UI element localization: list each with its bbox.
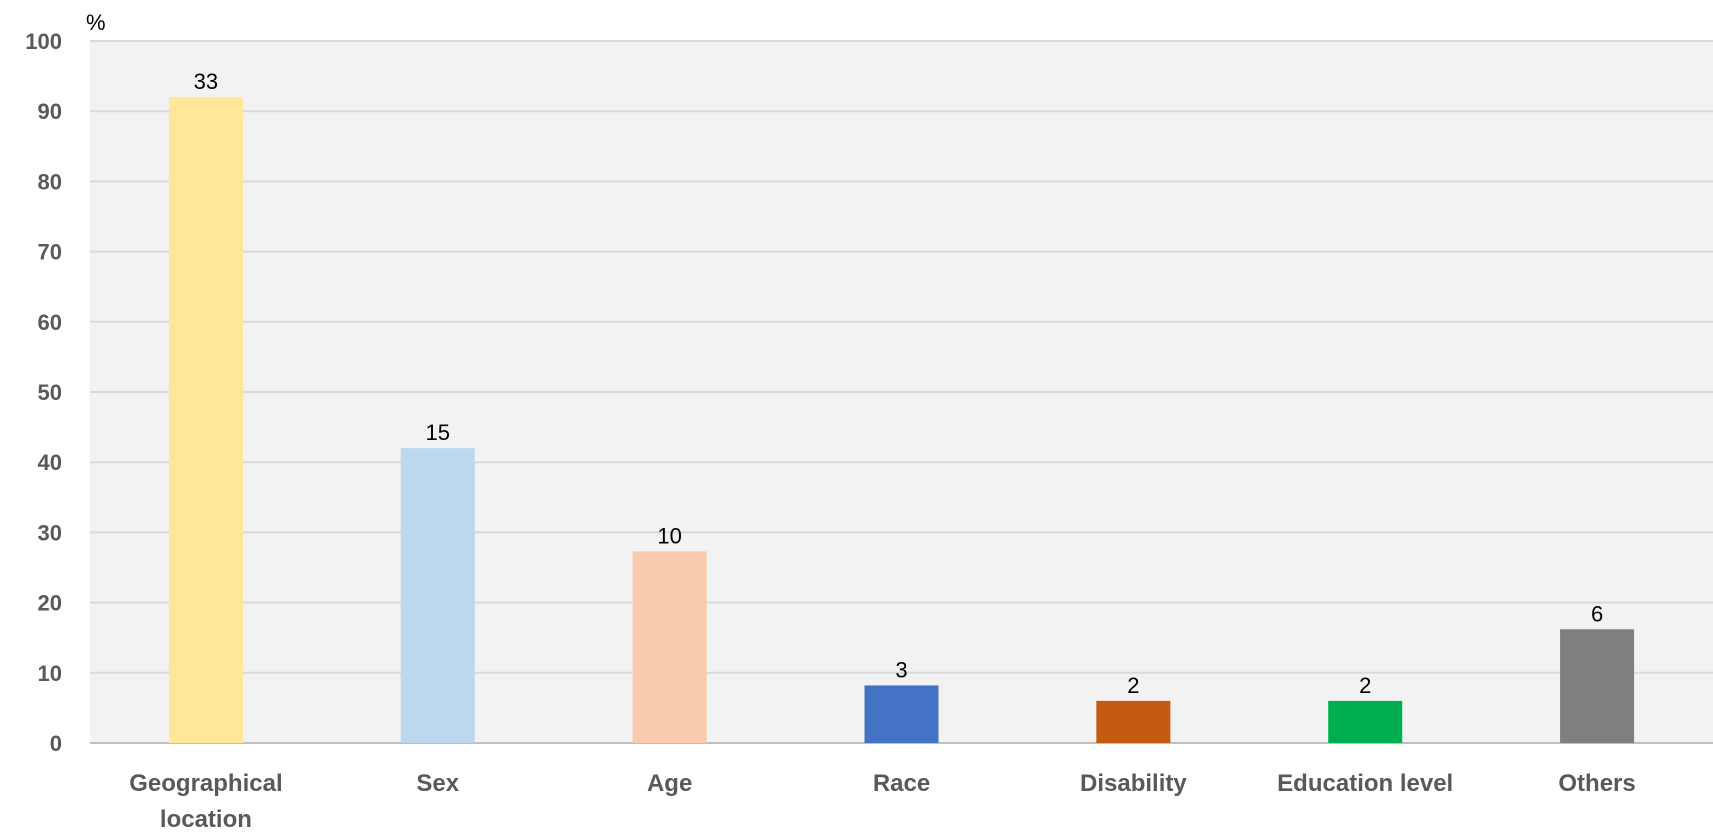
bar bbox=[1560, 629, 1635, 743]
data-label: 15 bbox=[426, 420, 450, 445]
x-category-label: Education level bbox=[1277, 770, 1453, 797]
y-tick-label: 10 bbox=[38, 661, 62, 686]
y-tick-label: 70 bbox=[38, 240, 62, 265]
y-tick-label: 80 bbox=[38, 169, 62, 194]
x-category-label: Race bbox=[873, 770, 930, 797]
x-axis-labels: Geographical location Sex Age Race Disability… bbox=[129, 770, 1636, 833]
x-category-label: Disability bbox=[1080, 770, 1187, 797]
x-category-label: Age bbox=[647, 770, 692, 797]
y-tick-label: 30 bbox=[38, 520, 62, 545]
y-tick-label: 100 bbox=[25, 29, 62, 54]
y-axis-ticks: 0 10 20 30 40 50 60 70 80 90 100 bbox=[25, 29, 62, 756]
y-tick-label: 40 bbox=[38, 450, 62, 475]
data-label: 3 bbox=[895, 657, 907, 682]
y-tick-label: 90 bbox=[38, 99, 62, 124]
y-axis-unit-label: % bbox=[86, 10, 106, 35]
bar bbox=[1328, 700, 1403, 743]
x-category-label: Sex bbox=[416, 770, 459, 797]
y-tick-label: 20 bbox=[38, 591, 62, 616]
bar bbox=[1096, 700, 1171, 743]
x-category-label: Others bbox=[1558, 770, 1635, 797]
data-label: 2 bbox=[1359, 673, 1371, 698]
bar bbox=[168, 97, 243, 743]
x-category-label: Geographical bbox=[129, 770, 282, 797]
y-tick-label: 0 bbox=[50, 731, 62, 756]
bar bbox=[400, 448, 475, 743]
bar bbox=[864, 685, 939, 743]
bars bbox=[168, 97, 1635, 743]
data-labels: 33 15 10 3 2 2 6 bbox=[194, 69, 1604, 698]
data-label: 33 bbox=[194, 69, 218, 94]
y-tick-label: 50 bbox=[38, 380, 62, 405]
data-label: 6 bbox=[1591, 601, 1603, 626]
x-category-label: location bbox=[160, 806, 252, 833]
bar bbox=[632, 551, 707, 743]
data-label: 10 bbox=[657, 523, 681, 548]
data-label: 2 bbox=[1127, 673, 1139, 698]
gridlines bbox=[90, 40, 1713, 744]
y-tick-label: 60 bbox=[38, 310, 62, 335]
